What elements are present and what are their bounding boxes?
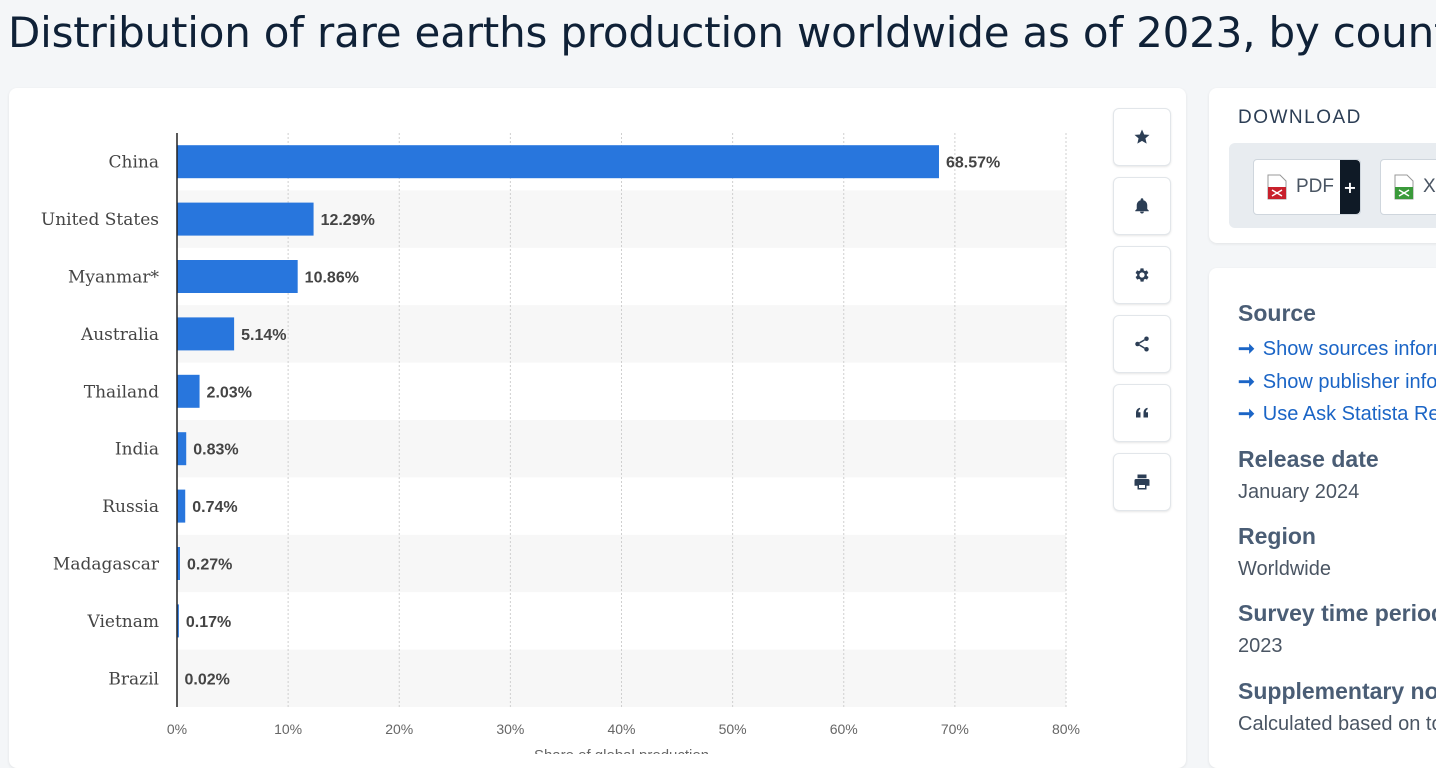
category-label: India [115,440,159,460]
value-label: 10.86% [305,270,359,287]
value-label: 5.14% [241,327,286,344]
page-title: Distribution of rare earths production w… [8,8,1436,57]
value-label: 0.83% [193,442,238,459]
value-label: 0.17% [186,614,231,631]
x-tick-label: 70% [941,721,969,737]
region-heading: Region [1238,523,1316,549]
chart-card: 0% 10% 20% 30% 40% 50% 60% 70% 80% China 68.57% Uni… [9,88,1186,768]
source-heading: Source [1238,300,1316,326]
value-label: 2.03% [207,384,252,401]
xls-file-icon [1394,174,1414,200]
bar [177,145,939,179]
x-tick-label: 40% [607,721,635,737]
category-label: Australia [80,325,159,345]
x-axis-title: Share of global production [534,747,709,754]
bar [177,317,235,351]
release-date-heading: Release date [1238,446,1379,472]
ask-statista-link[interactable]: ➞Use Ask Statista Research Service [1238,403,1436,425]
show-sources-link[interactable]: ➞Show sources information [1238,338,1436,360]
cite-button[interactable] [1113,384,1171,442]
pdf-label: PDF [1296,176,1334,197]
x-tick-label: 0% [167,721,187,737]
bar-chart: 0% 10% 20% 30% 40% 50% 60% 70% 80% China 68.57% Uni… [41,133,1080,754]
bell-icon [1135,198,1149,214]
release-date-value: January 2024 [1238,481,1360,503]
bar [177,432,187,466]
download-options: PDF + XLS [1229,143,1436,228]
arrow-right-icon: ➞ [1238,403,1255,425]
x-tick-label: 30% [496,721,524,737]
survey-period-heading: Survey time period [1238,600,1436,626]
notification-button[interactable] [1113,177,1171,235]
bar [177,489,186,523]
share-button[interactable] [1113,315,1171,373]
value-label: 0.27% [187,557,232,574]
bar [177,374,200,408]
value-label: 12.29% [321,212,375,229]
region-value: Worldwide [1238,558,1331,580]
quote-icon [1136,407,1148,418]
bar [177,547,181,580]
category-label: Brazil [108,669,159,689]
gear-icon [1135,268,1149,282]
star-icon [1134,129,1150,144]
print-icon [1134,474,1150,490]
download-panel: DOWNLOAD PDF + XLS [1209,88,1436,243]
x-tick-label: 80% [1052,721,1080,737]
supplementary-notes-value: Calculated based on total production [1238,713,1436,735]
pdf-plus-badge: + [1340,160,1360,214]
x-tick-label: 20% [385,721,413,737]
download-pdf-button[interactable]: PDF + [1253,159,1361,215]
share-icon [1135,336,1149,352]
category-label: Myanmar* [68,268,159,288]
category-label: Russia [102,497,159,517]
xls-label: XLS [1423,176,1436,197]
statistic-details-panel: Source ➞Show sources information ➞Show p… [1209,268,1436,768]
supplementary-notes-heading: Supplementary notes [1238,678,1436,704]
bar [177,260,298,293]
category-label: Thailand [84,382,159,402]
bar [177,604,179,638]
x-tick-label: 60% [830,721,858,737]
x-tick-label: 50% [719,721,747,737]
category-label: China [109,153,159,173]
arrow-right-icon: ➞ [1238,371,1255,393]
download-xls-button[interactable]: XLS [1380,159,1436,215]
category-label: Madagascar [53,555,160,575]
survey-period-value: 2023 [1238,635,1283,657]
value-label: 0.74% [192,499,237,516]
pdf-file-icon [1267,174,1287,200]
download-heading: DOWNLOAD [1238,107,1362,128]
row-band [177,420,1066,478]
arrow-right-icon: ➞ [1238,338,1255,360]
value-label: 0.02% [185,671,230,688]
print-button[interactable] [1113,453,1171,511]
show-publisher-link[interactable]: ➞Show publisher information [1238,371,1436,393]
x-tick-label: 10% [274,721,302,737]
category-label: United States [41,210,159,230]
category-label: Vietnam [86,612,159,632]
bar [177,202,314,236]
value-label: 68.57% [946,155,1000,172]
row-band [177,534,1066,593]
settings-button[interactable] [1113,246,1171,304]
favorite-button[interactable] [1113,108,1171,166]
